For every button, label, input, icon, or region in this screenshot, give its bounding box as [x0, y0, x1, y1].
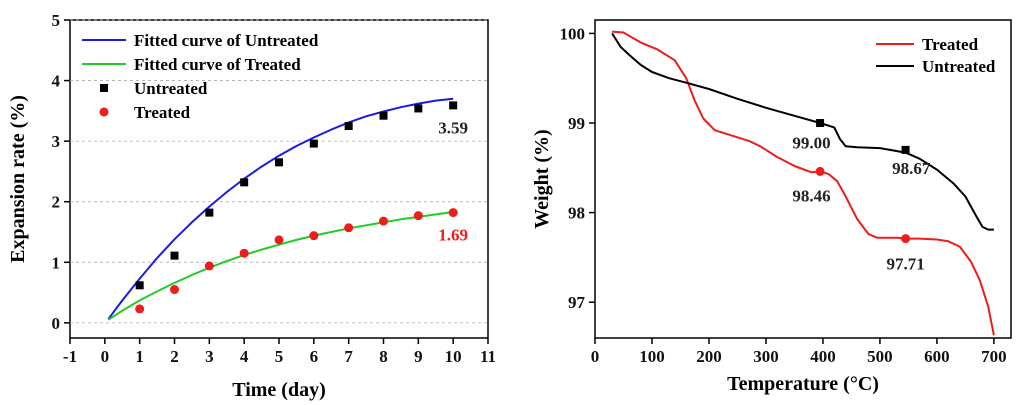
data-point-treated [413, 211, 423, 221]
x-axis-title: Temperature (°C) [727, 373, 879, 395]
data-point-treated [309, 231, 319, 241]
legend-swatch [100, 84, 108, 92]
x-axis-ticks: -1 0 1 2 3 4 5 6 7 8 9 10 11 [63, 338, 496, 366]
y-tick-label: 4 [52, 72, 61, 91]
data-point-treated [379, 216, 388, 226]
x-tick-label: 9 [414, 347, 423, 366]
x-tick-label: 500 [867, 347, 893, 366]
annotations: 99.00 98.67 98.46 97.71 [792, 134, 930, 274]
y-tick-label: 98 [568, 204, 585, 223]
data-point-untreated [170, 251, 179, 260]
legend-label: Untreated [134, 79, 208, 98]
data-point-untreated [414, 104, 423, 113]
data-point-untreated [135, 281, 144, 290]
data-point-untreated [309, 139, 318, 148]
legend: Fitted curve of Untreated Fitted curve of… [82, 31, 319, 122]
x-tick-label: 300 [753, 347, 779, 366]
plot-frame [594, 19, 1012, 339]
x-tick-label: 7 [344, 347, 353, 366]
x-tick-label: 8 [379, 347, 388, 366]
series-line-fitted-curve-of-treated [107, 211, 454, 321]
data-point-treated [344, 223, 354, 233]
x-tick-label: 5 [275, 347, 284, 366]
y-axis-title: Expansion rate (%) [7, 95, 29, 263]
x-tick-label: 10 [445, 347, 462, 366]
y-tick-label: 100 [560, 24, 586, 43]
legend-swatch [99, 107, 109, 117]
data-point-marker [901, 145, 910, 154]
series-layer [107, 97, 458, 321]
data-label: 98.67 [892, 159, 931, 178]
grid-lines [70, 19, 488, 324]
x-axis-ticks: 0 100 200 300 400 500 600 700 [591, 338, 1007, 366]
y-axis-ticks: 0 1 2 3 4 5 [52, 11, 70, 333]
tga-weight-chart: 0 100 200 300 400 500 600 700 97 98 99 100 Treated… [531, 19, 1012, 395]
data-label: 3.59 [438, 118, 468, 137]
y-axis-ticks: 97 98 99 100 [560, 24, 595, 312]
x-tick-label: 2 [170, 347, 179, 366]
x-tick-label: -1 [63, 347, 77, 366]
y-tick-label: 1 [52, 253, 61, 272]
data-point-untreated [344, 122, 353, 130]
data-point-treated [448, 208, 458, 218]
data-point-treated [204, 261, 214, 271]
legend-label: Treated [922, 35, 979, 54]
y-axis-title: Weight (%) [531, 129, 553, 228]
data-point-untreated [275, 158, 283, 167]
x-tick-label: 200 [696, 347, 722, 366]
data-label: 97.71 [886, 255, 924, 274]
x-axis-title: Time (day) [232, 379, 326, 401]
legend-label: Fitted curve of Treated [134, 55, 301, 74]
series-line-treated [612, 30, 995, 336]
y-tick-label: 97 [568, 293, 586, 312]
data-point-marker [901, 234, 911, 244]
x-tick-label: 600 [924, 347, 950, 366]
x-tick-label: 400 [810, 347, 836, 366]
data-point-untreated [240, 178, 249, 187]
y-tick-label: 2 [52, 193, 61, 212]
y-tick-label: 99 [568, 114, 585, 133]
x-tick-label: 100 [639, 347, 665, 366]
legend-label: Untreated [922, 57, 996, 76]
data-point-untreated [205, 208, 214, 217]
y-tick-label: 5 [52, 11, 61, 30]
series-line-untreated [611, 32, 994, 231]
legend: Treated Untreated [876, 35, 996, 76]
data-label: 98.46 [792, 187, 830, 206]
data-label: 99.00 [792, 134, 830, 153]
x-tick-label: 6 [310, 347, 319, 366]
data-point-untreated [379, 111, 388, 120]
data-point-untreated [449, 101, 458, 110]
data-label: 1.69 [438, 226, 468, 245]
x-tick-label: 4 [240, 347, 249, 366]
y-tick-label: 3 [52, 132, 61, 151]
x-tick-label: 0 [101, 347, 110, 366]
series-line-fitted-curve-of-untreated [107, 97, 454, 320]
x-tick-label: 700 [981, 347, 1007, 366]
x-tick-label: 0 [591, 347, 600, 366]
data-point-treated [274, 235, 284, 245]
x-tick-label: 1 [135, 347, 144, 366]
series-layer [611, 30, 995, 336]
data-point-marker [815, 166, 825, 176]
data-point-treated [239, 248, 249, 258]
legend-label: Fitted curve of Untreated [134, 31, 319, 50]
data-point-marker [816, 119, 825, 128]
data-point-treated [170, 285, 179, 295]
x-tick-label: 11 [480, 347, 496, 366]
annotations: 3.59 1.69 [438, 118, 468, 244]
y-tick-label: 0 [52, 314, 61, 333]
x-tick-label: 3 [205, 347, 214, 366]
legend-label: Treated [134, 103, 191, 122]
data-point-treated [135, 304, 145, 314]
